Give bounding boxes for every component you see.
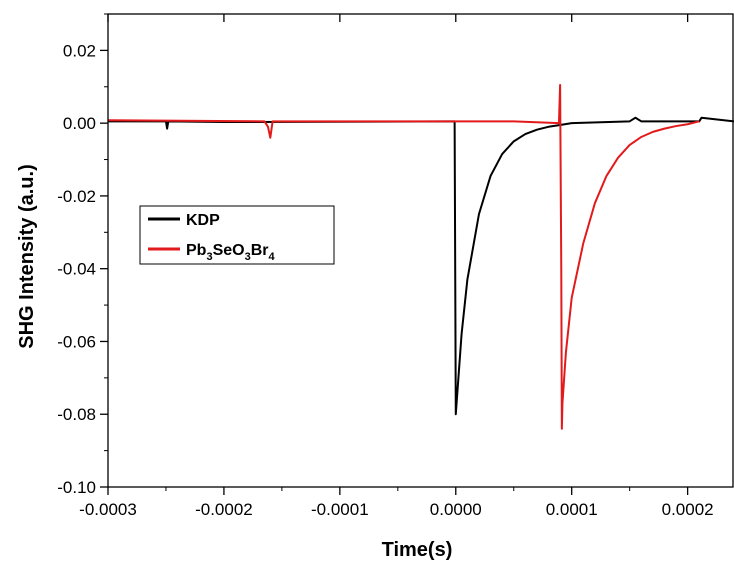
legend-label: KDP: [186, 212, 220, 229]
x-tick-label: -0.0001: [311, 500, 369, 519]
y-tick-label: -0.10: [57, 478, 96, 497]
y-tick-label: -0.06: [57, 332, 96, 351]
series-line-kdp: [108, 116, 734, 416]
x-tick-label: 0.0001: [546, 500, 598, 519]
y-tick-label: -0.02: [57, 187, 96, 206]
x-axis: -0.0003 -0.0002 -0.0001 0.0000 0.0001 0.0002: [79, 14, 714, 519]
y-tick-label: 0.02: [63, 41, 96, 60]
x-tick-label: -0.0002: [195, 500, 253, 519]
series-line-pb3seo3br4: [108, 83, 700, 430]
plot-area: [107, 13, 734, 488]
x-axis-title: Time(s): [382, 539, 453, 561]
series-layer: [108, 83, 734, 430]
legend-label: Pb3SeO3Br4: [186, 242, 276, 263]
legend: KDP Pb3SeO3Br4: [139, 205, 335, 265]
x-tick-label: -0.0003: [79, 500, 137, 519]
y-tick-label: 0.00: [63, 114, 96, 133]
plot-frame: [107, 13, 734, 488]
y-axis-title: SHG Intensity (a.u.): [16, 164, 38, 348]
x-tick-label: 0.0002: [662, 500, 714, 519]
x-tick-label: 0.0000: [430, 500, 482, 519]
legend-box: [139, 205, 335, 265]
y-axis: -0.10 -0.08 -0.06 -0.04 -0.02 0.00 0.02: [57, 13, 108, 497]
y-tick-label: -0.08: [57, 405, 96, 424]
y-tick-label: -0.04: [57, 260, 96, 279]
